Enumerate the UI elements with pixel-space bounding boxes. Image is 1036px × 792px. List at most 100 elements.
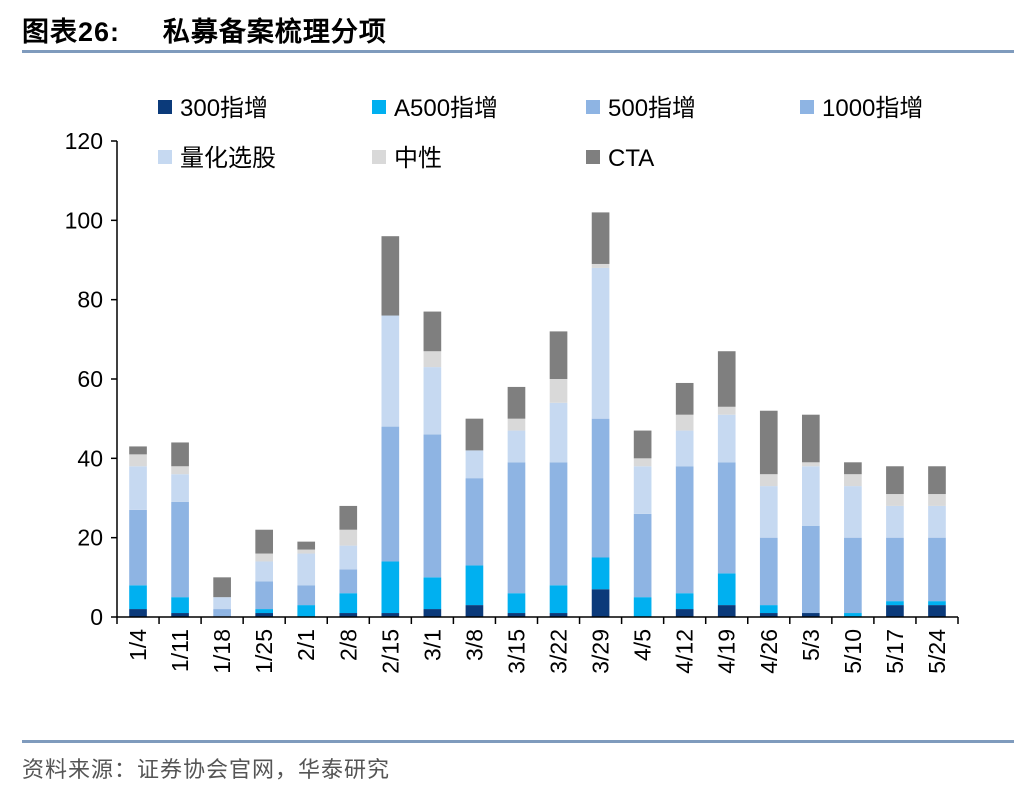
bar-segment-7-3-22: [549, 331, 568, 379]
bar-segment-5-5-3: [801, 466, 820, 526]
bar-segment-2-5-10: [844, 613, 862, 617]
bar-segment-3-3-29: [591, 418, 610, 558]
x-tick-label: 5/3: [798, 629, 824, 661]
stacked-bar-chart: 0 20 40 60 80 100 120 1/4 1/11 1/18 1/25 2/1 2/8 2/15…: [65, 95, 959, 674]
bar-segment-6-4-19: [717, 406, 736, 415]
bar-segment-6-5-24: [928, 494, 946, 506]
bar-segment-2-3-29: [591, 557, 610, 590]
x-tick-label: 3/8: [461, 629, 487, 661]
bar-segment-2-4-5: [633, 597, 652, 617]
bar-segment-3-3-22: [549, 462, 568, 586]
bar-segment-1-3-1: [423, 609, 442, 617]
bar-segment-2-1-4: [129, 585, 147, 610]
bar-segment-3-1-25: [255, 581, 274, 610]
bar-segment-7-1-18: [213, 577, 231, 598]
bar-segment-5-3-22: [549, 402, 568, 463]
bar-segment-4-1-18: [213, 609, 231, 614]
bar-segment-3-4-19: [717, 462, 736, 574]
bar-segment-7-5-17: [886, 466, 904, 495]
x-tick-label: 4/5: [630, 629, 656, 661]
legend-label-7: CTA: [608, 145, 654, 172]
bar-segment-5-1-4: [129, 466, 147, 510]
bars-layer: [129, 212, 946, 617]
bar-segment-3-1-18: [213, 613, 231, 617]
bar-segment-7-5-3: [801, 414, 820, 463]
bar-segment-6-1-25: [255, 553, 274, 562]
bar-segment-3-4-5: [633, 513, 652, 598]
source-note: 资料来源：证券协会官网，华泰研究: [22, 758, 391, 783]
legend-swatch-2: [372, 100, 386, 114]
bar-segment-6-4-12: [675, 414, 694, 431]
bar-segment-3-3-8: [465, 478, 484, 566]
y-tick-label: 20: [77, 525, 103, 551]
bar-segment-7-5-24: [928, 466, 946, 495]
bar-segment-1-3-29: [591, 589, 610, 617]
bar-segment-7-2-1: [297, 541, 316, 550]
legend-label-5: 量化选股: [180, 145, 276, 172]
bar-segment-5-3-1: [423, 367, 442, 435]
bar-segment-7-3-8: [465, 418, 484, 451]
y-tick-label: 40: [77, 445, 103, 471]
bar-segment-1-4-26: [759, 613, 778, 617]
bar-segment-2-2-15: [381, 561, 400, 614]
bar-segment-6-3-29: [591, 263, 610, 268]
bar-segment-3-3-15: [507, 462, 526, 594]
bar-segment-5-5-10: [844, 486, 862, 538]
bar-segment-7-4-26: [759, 410, 778, 475]
bar-segment-7-3-15: [507, 386, 526, 419]
x-tick-label: 1/11: [167, 629, 193, 672]
bar-segment-7-4-12: [675, 382, 694, 415]
x-tick-label: 3/1: [419, 629, 445, 661]
bar-segment-6-3-15: [507, 418, 526, 431]
bar-segment-3-2-8: [339, 569, 358, 594]
legend-label-3: 500指增: [608, 95, 696, 122]
y-tick-label: 120: [65, 128, 103, 154]
bar-segment-1-5-24: [928, 605, 946, 617]
bar-segment-1-5-3: [801, 613, 820, 617]
bar-segment-1-4-19: [717, 605, 736, 617]
x-tick-label: 4/12: [672, 629, 698, 674]
bar-segment-2-4-26: [759, 605, 778, 614]
bar-segment-6-3-22: [549, 379, 568, 403]
bar-segment-5-1-11: [171, 474, 189, 502]
x-tick-label: 2/1: [293, 629, 319, 661]
bar-segment-3-5-3: [801, 525, 820, 614]
bar-segment-5-3-29: [591, 267, 610, 419]
bar-segment-5-4-19: [717, 414, 736, 463]
x-tick-label: 1/25: [251, 629, 277, 674]
bar-segment-6-2-1: [297, 549, 316, 554]
x-tick-label: 2/15: [377, 629, 403, 674]
x-tick-label: 5/24: [924, 629, 950, 674]
bar-segment-2-3-15: [507, 593, 526, 614]
x-tick-label: 3/29: [588, 629, 614, 674]
legend-swatch-7: [586, 150, 600, 164]
bar-segment-7-1-25: [255, 529, 274, 554]
bar-segment-3-2-15: [381, 426, 400, 562]
bar-segment-6-5-17: [886, 494, 904, 506]
bar-segment-1-2-8: [339, 613, 358, 617]
legend-swatch-4: [800, 100, 814, 114]
bar-segment-2-1-25: [255, 609, 274, 614]
bar-segment-5-3-8: [465, 450, 484, 479]
bar-segment-7-2-8: [339, 505, 358, 530]
bar-segment-6-3-1: [423, 351, 442, 368]
bar-segment-7-5-10: [844, 462, 862, 475]
y-tick-label: 100: [65, 207, 103, 233]
bar-segment-1-3-22: [549, 613, 568, 617]
bar-segment-5-2-1: [297, 553, 316, 586]
legend-label-2: A500指增: [394, 95, 498, 122]
bar-segment-5-4-5: [633, 466, 652, 514]
bar-segment-6-4-5: [633, 458, 652, 467]
bar-segment-7-2-15: [381, 236, 400, 316]
bar-segment-6-5-10: [844, 474, 862, 487]
bar-segment-1-3-15: [507, 613, 526, 617]
bar-segment-1-1-4: [129, 609, 147, 617]
x-tick-label: 3/15: [503, 629, 529, 674]
bar-segment-5-5-17: [886, 505, 904, 538]
bar-segment-3-4-12: [675, 466, 694, 594]
bar-segment-2-1-11: [171, 597, 189, 614]
bar-segment-2-2-8: [339, 593, 358, 614]
bar-segment-6-4-26: [759, 474, 778, 487]
bar-segment-7-4-5: [633, 430, 652, 459]
bar-segment-1-1-11: [171, 613, 189, 617]
